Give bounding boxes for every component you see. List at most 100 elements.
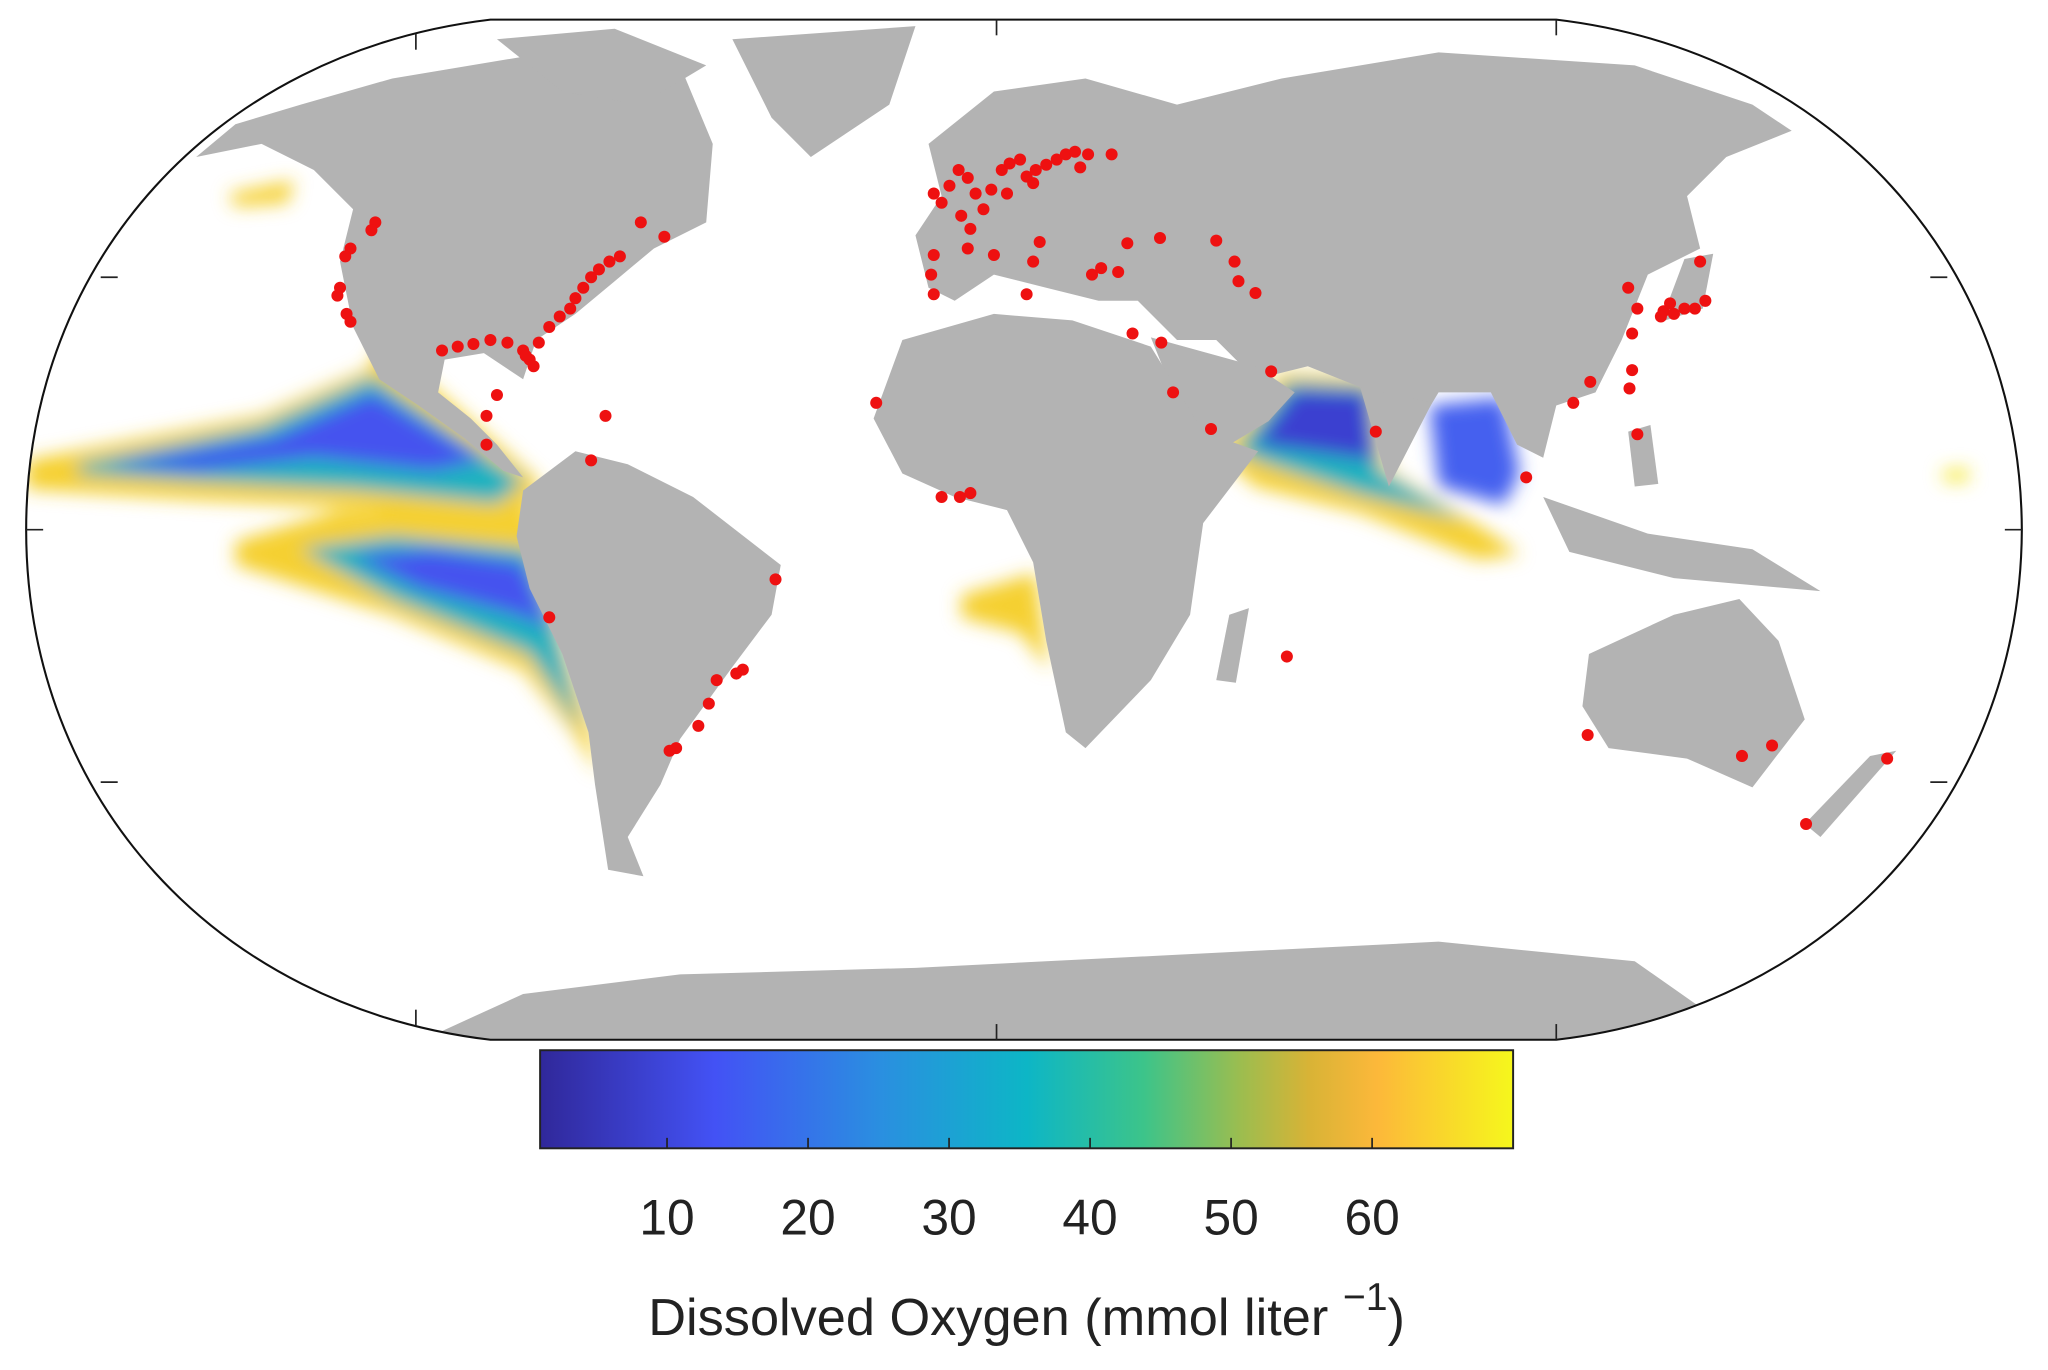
colorbar-ramp bbox=[539, 1049, 1515, 1150]
sampling-site bbox=[658, 230, 671, 243]
sampling-site bbox=[331, 289, 344, 302]
sampling-site bbox=[484, 334, 497, 347]
sampling-site bbox=[1033, 235, 1046, 248]
sampling-site bbox=[1204, 422, 1218, 435]
sampling-site bbox=[1232, 275, 1245, 288]
sampling-site bbox=[1735, 749, 1748, 762]
sampling-site bbox=[599, 409, 612, 422]
sampling-site bbox=[943, 179, 956, 192]
sampling-site bbox=[964, 222, 977, 235]
sampling-site bbox=[1000, 187, 1014, 200]
oxygen-zone bbox=[1429, 397, 1520, 505]
sampling-site bbox=[613, 250, 626, 263]
madagascar bbox=[1216, 608, 1249, 683]
label-suffix: ) bbox=[1388, 1289, 1405, 1347]
sampling-site bbox=[870, 396, 883, 409]
sampling-site bbox=[1623, 382, 1636, 395]
sampling-site bbox=[543, 320, 556, 333]
sampling-site bbox=[1667, 307, 1680, 320]
sampling-site bbox=[952, 164, 965, 177]
sampling-site bbox=[1766, 739, 1779, 752]
sampling-site bbox=[344, 315, 357, 328]
sampling-site bbox=[1280, 650, 1293, 663]
sampling-site bbox=[467, 337, 480, 350]
label-text: Dissolved Oxygen (mmol liter bbox=[648, 1289, 1343, 1347]
sampling-site bbox=[564, 302, 577, 315]
sampling-site bbox=[1085, 268, 1099, 281]
sampling-site bbox=[935, 490, 948, 504]
sampling-site bbox=[1003, 157, 1016, 170]
sampling-site bbox=[543, 611, 556, 624]
sampling-site bbox=[1520, 471, 1533, 484]
south-america bbox=[516, 451, 781, 877]
sampling-site bbox=[969, 187, 982, 200]
oxygen-low-zones bbox=[26, 180, 1969, 775]
sampling-site bbox=[987, 249, 1000, 262]
sampling-site bbox=[1584, 375, 1597, 388]
sampling-site bbox=[365, 224, 378, 237]
sampling-site bbox=[985, 183, 998, 196]
sampling-site bbox=[1626, 364, 1639, 377]
sampling-site bbox=[585, 454, 598, 467]
sampling-site bbox=[1228, 255, 1241, 268]
sampling-site bbox=[1014, 153, 1027, 166]
sampling-site bbox=[955, 209, 968, 222]
sampling-site bbox=[1881, 752, 1894, 765]
sampling-site bbox=[977, 203, 990, 216]
africa bbox=[873, 313, 1259, 749]
oxygen-field bbox=[26, 180, 1969, 775]
sampling-site bbox=[1153, 232, 1167, 245]
oxygen-zone bbox=[228, 180, 295, 207]
colorbar-tick-label: 20 bbox=[780, 1190, 835, 1246]
sampling-site bbox=[961, 242, 974, 255]
sampling-site bbox=[692, 719, 705, 732]
sampling-site bbox=[927, 288, 940, 301]
colorbar-tick-label: 30 bbox=[921, 1190, 976, 1246]
maritime-asia bbox=[1543, 496, 1821, 592]
sampling-site bbox=[1631, 428, 1644, 441]
sampling-site bbox=[592, 263, 605, 276]
sampling-site bbox=[1027, 177, 1040, 190]
landmasses bbox=[196, 26, 1897, 1040]
sampling-site bbox=[927, 187, 940, 200]
sampling-site bbox=[710, 674, 723, 687]
sampling-site bbox=[501, 336, 514, 349]
sampling-site bbox=[1210, 234, 1223, 247]
antarctica bbox=[431, 941, 1701, 1040]
sampling-site bbox=[1654, 310, 1667, 323]
label-exponent: −1 bbox=[1343, 1275, 1388, 1319]
oxygen-zone bbox=[353, 549, 550, 628]
sampling-site bbox=[1068, 145, 1082, 158]
sampling-site bbox=[1631, 302, 1644, 315]
arabia bbox=[1150, 337, 1295, 453]
sampling-site bbox=[1800, 817, 1813, 830]
sampling-site bbox=[634, 216, 647, 229]
sampling-site bbox=[1112, 266, 1125, 279]
colorbar-tick-label: 10 bbox=[639, 1190, 694, 1246]
sampling-site bbox=[527, 360, 540, 373]
sampling-site bbox=[1050, 153, 1063, 166]
oxygen-zone bbox=[961, 572, 1049, 670]
sampling-site bbox=[769, 573, 782, 586]
eurasia bbox=[915, 52, 1792, 458]
sampling-sites bbox=[331, 145, 1894, 830]
sampling-site bbox=[451, 340, 464, 353]
sampling-site bbox=[603, 255, 616, 268]
frame-ticks bbox=[26, 19, 2022, 1040]
sampling-site bbox=[1688, 302, 1701, 315]
sampling-site bbox=[1020, 288, 1033, 301]
sampling-site bbox=[1074, 161, 1087, 174]
sampling-site bbox=[1694, 255, 1707, 268]
sampling-site bbox=[585, 271, 598, 284]
sampling-site bbox=[1167, 386, 1180, 399]
map-body bbox=[26, 26, 1969, 1040]
sampling-site bbox=[736, 663, 749, 676]
sampling-site bbox=[1369, 425, 1382, 438]
colorbar: 10 20 30 40 50 60 bbox=[539, 1049, 1515, 1246]
colorbar-label: Dissolved Oxygen (mmol liter −1) bbox=[648, 1275, 1405, 1346]
india bbox=[1360, 387, 1433, 487]
sampling-site bbox=[1567, 396, 1580, 409]
sampling-site bbox=[1082, 148, 1095, 161]
